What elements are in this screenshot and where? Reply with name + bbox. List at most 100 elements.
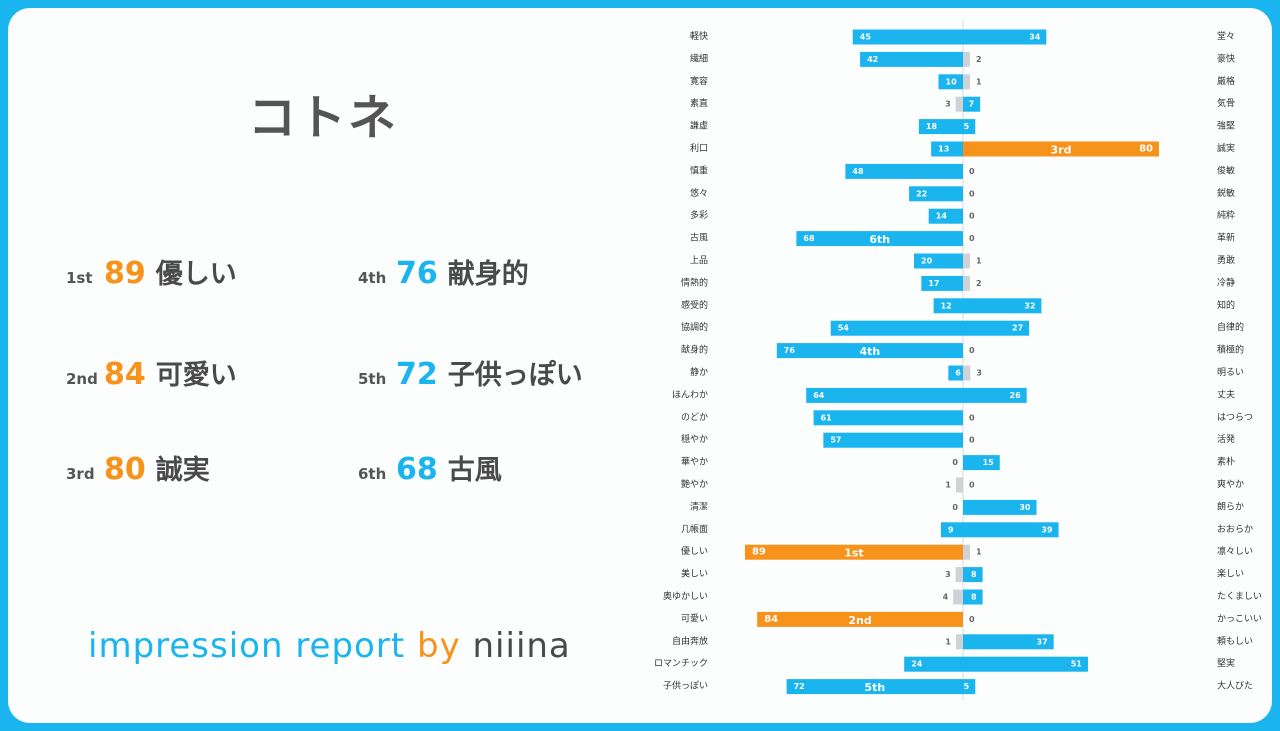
brand-logo: impression report by niiina (88, 626, 571, 666)
left-bar (786, 679, 963, 695)
rank-word: 可愛い (155, 360, 237, 391)
right-bar (963, 74, 970, 90)
right-bar (963, 656, 1088, 672)
right-bar (963, 634, 1054, 650)
left-value-label: 4 (943, 593, 949, 602)
left-category-label: 素直 (690, 97, 708, 109)
right-value-label: 0 (969, 615, 975, 624)
left-value-label: 6 (955, 369, 961, 378)
left-category-label: 奥ゆかしい (663, 590, 708, 602)
left-category-label: 悠々 (690, 187, 708, 199)
left-bar (823, 432, 963, 448)
left-bar (904, 656, 963, 672)
left-value-label: 1 (945, 637, 951, 646)
right-value-label: 5 (964, 122, 970, 131)
right-category-label: 強堅 (1217, 120, 1235, 132)
right-category-label: 丈夫 (1217, 388, 1235, 400)
rank-ordinal: 4th (358, 269, 387, 287)
logo-part-niiina: niiina (472, 626, 571, 666)
right-category-label: たくましい (1217, 591, 1262, 602)
right-value-label: 8 (971, 570, 977, 579)
left-bar (953, 589, 963, 605)
rank-6: 6th 68 古風 (358, 448, 502, 487)
right-value-label: 34 (1029, 33, 1041, 42)
right-bar (963, 387, 1027, 403)
right-bar (963, 365, 971, 381)
right-value-label: 26 (1010, 391, 1022, 400)
left-category-label: 繊細 (690, 52, 708, 64)
rank-badge-label: 6th (869, 233, 890, 246)
left-value-label: 3 (945, 100, 951, 109)
right-category-label: 活発 (1217, 433, 1235, 445)
right-bar (963, 29, 1047, 45)
rank-2: 2nd 84 可愛い (66, 353, 237, 392)
rank-badge-label: 3rd (1051, 144, 1072, 157)
right-value-label: 0 (969, 346, 975, 355)
left-category-label: 利口 (690, 142, 708, 154)
right-bar (963, 679, 976, 695)
right-category-label: 凛々しい (1217, 545, 1253, 557)
right-value-label: 30 (1019, 503, 1031, 512)
left-bar (938, 74, 963, 90)
left-value-label: 0 (952, 503, 958, 512)
right-value-label: 27 (1012, 324, 1023, 333)
left-bar (955, 567, 963, 583)
left-category-label: 几帳面 (681, 523, 708, 535)
rank-word: 献身的 (447, 259, 529, 290)
right-bar (963, 253, 970, 269)
right-category-label: 堂々 (1217, 30, 1235, 42)
right-category-label: 革新 (1217, 232, 1235, 244)
right-category-label: 俊敏 (1217, 164, 1235, 176)
left-value-label: 45 (860, 33, 872, 42)
left-value-label: 42 (867, 55, 878, 64)
left-bar (955, 96, 963, 112)
left-value-label: 48 (852, 167, 864, 176)
right-value-label: 15 (983, 458, 995, 467)
right-value-label: 0 (969, 212, 975, 221)
right-bar (963, 141, 1159, 157)
right-bar (963, 51, 970, 67)
rank-3: 3rd 80 誠実 (66, 448, 210, 487)
right-category-label: 純粋 (1217, 209, 1235, 221)
right-bar (963, 499, 1037, 515)
right-bar (963, 589, 983, 605)
right-category-label: 勇敢 (1217, 254, 1235, 266)
left-category-label: 美しい (681, 568, 708, 580)
left-bar (909, 186, 963, 202)
left-value-label: 68 (803, 234, 815, 243)
right-category-label: 誠実 (1217, 142, 1235, 154)
right-value-label: 7 (969, 100, 975, 109)
left-category-label: 自由奔放 (672, 635, 708, 647)
right-bar (963, 119, 976, 135)
left-value-label: 1 (945, 481, 951, 490)
rank-ordinal: 6th (358, 465, 387, 483)
rank-word: 子供っぽい (447, 360, 583, 391)
left-bar (921, 275, 963, 291)
left-bar (956, 477, 963, 493)
right-bar (963, 455, 1000, 471)
left-bar (928, 208, 963, 224)
logo-part-impression: impression report (88, 626, 417, 666)
rank-badge-label: 5th (864, 681, 885, 694)
right-value-label: 0 (969, 413, 975, 422)
right-bar (963, 298, 1042, 314)
left-value-label: 13 (938, 145, 949, 154)
right-bar (963, 96, 981, 112)
rank-badge-label: 4th (860, 345, 881, 358)
right-value-label: 32 (1024, 301, 1035, 310)
right-value-label: 39 (1041, 525, 1053, 534)
right-category-label: 自律的 (1217, 321, 1244, 333)
left-bar (933, 298, 963, 314)
left-bar (860, 51, 963, 67)
left-category-label: ロマンチック (654, 658, 708, 669)
right-category-label: 素朴 (1217, 456, 1235, 468)
right-value-label: 37 (1037, 637, 1048, 646)
right-category-label: 爽やか (1217, 479, 1244, 490)
right-bar (963, 275, 970, 291)
left-category-label: 寛容 (690, 75, 708, 87)
right-bar (963, 544, 970, 560)
right-value-label: 5 (964, 682, 970, 691)
left-category-label: 献身的 (681, 344, 708, 356)
left-bar (776, 343, 963, 359)
rank-word: 誠実 (155, 455, 210, 486)
